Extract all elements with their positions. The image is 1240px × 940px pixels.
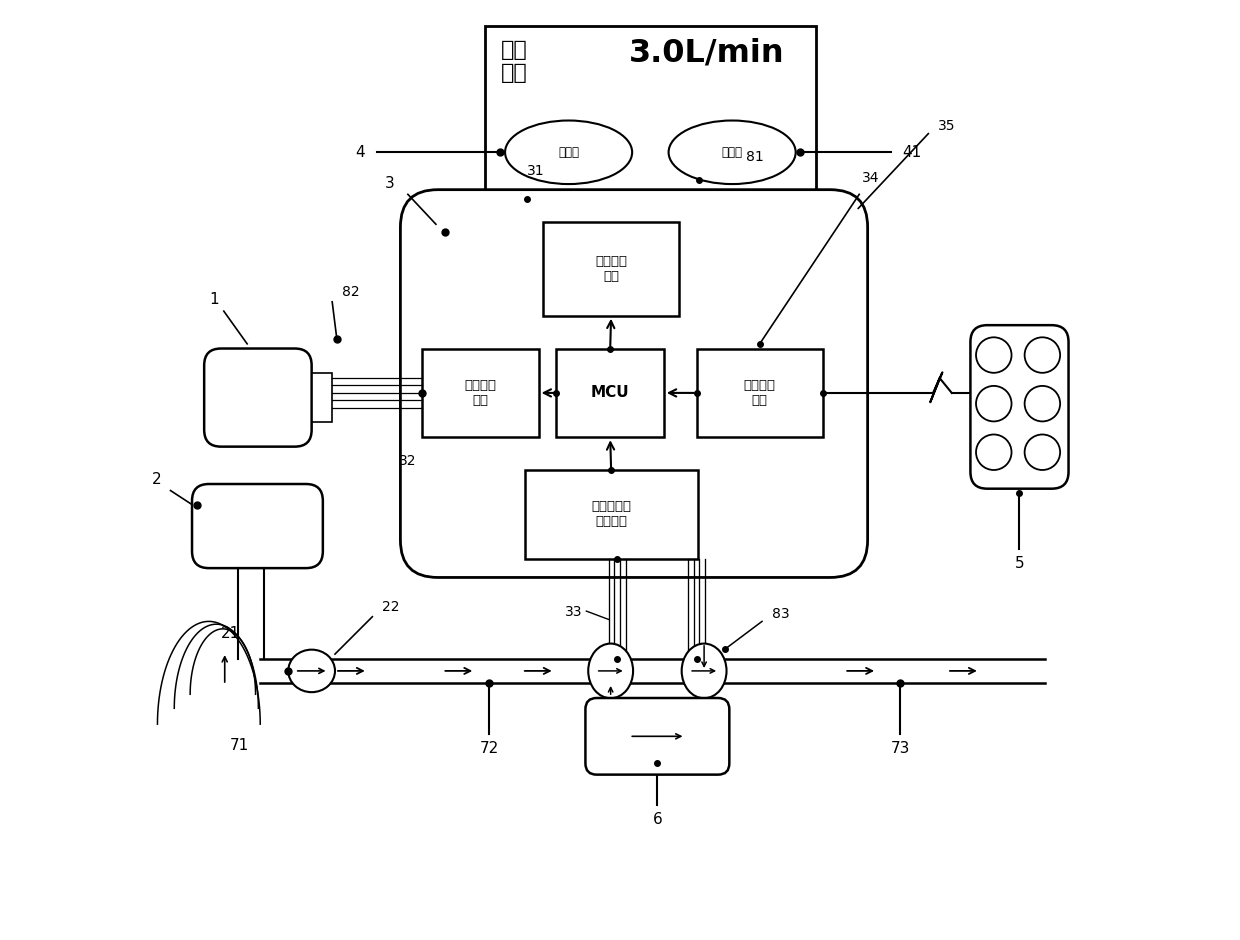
Text: 显示驱动
模块: 显示驱动 模块	[595, 255, 627, 283]
Circle shape	[1024, 337, 1060, 373]
Ellipse shape	[668, 120, 796, 184]
Text: 31: 31	[527, 164, 544, 178]
Circle shape	[976, 386, 1012, 421]
Ellipse shape	[588, 644, 634, 698]
Text: 32: 32	[399, 454, 417, 468]
Circle shape	[1024, 434, 1060, 470]
Text: 41: 41	[901, 145, 921, 160]
Bar	[311, 373, 332, 422]
Bar	[543, 223, 678, 316]
Circle shape	[1024, 386, 1060, 421]
Bar	[485, 26, 816, 190]
Text: 1: 1	[210, 292, 219, 307]
Text: 71: 71	[229, 738, 249, 753]
Text: 流量加: 流量加	[558, 146, 579, 159]
Ellipse shape	[505, 120, 632, 184]
Text: 3.0L/min: 3.0L/min	[630, 38, 785, 69]
Text: 73: 73	[890, 741, 910, 756]
Text: 流量减: 流量减	[722, 146, 743, 159]
Text: 33: 33	[564, 605, 582, 619]
Text: 红外接口
模块: 红外接口 模块	[744, 379, 776, 407]
Ellipse shape	[682, 644, 727, 698]
Circle shape	[976, 434, 1012, 470]
Text: 83: 83	[773, 607, 790, 621]
Text: 氧气
流量: 氧气 流量	[501, 40, 528, 84]
Circle shape	[976, 337, 1012, 373]
Bar	[525, 470, 698, 558]
Text: 21: 21	[221, 626, 239, 641]
Text: 6: 6	[652, 812, 662, 827]
Text: 3: 3	[384, 176, 394, 191]
Text: 22: 22	[382, 601, 399, 615]
Text: 传感器通信
接口模块: 传感器通信 接口模块	[591, 500, 631, 528]
Text: 82: 82	[342, 286, 360, 300]
Text: 81: 81	[746, 150, 764, 164]
FancyBboxPatch shape	[401, 190, 868, 577]
Text: 34: 34	[862, 171, 879, 185]
Text: 4: 4	[356, 145, 365, 160]
Text: 电机驱动
模块: 电机驱动 模块	[464, 379, 496, 407]
Bar	[422, 349, 538, 437]
Text: 35: 35	[939, 119, 956, 133]
Ellipse shape	[288, 650, 335, 692]
FancyBboxPatch shape	[971, 325, 1069, 489]
Text: MCU: MCU	[591, 385, 630, 400]
Bar	[557, 349, 663, 437]
FancyBboxPatch shape	[205, 349, 311, 446]
FancyBboxPatch shape	[585, 698, 729, 775]
FancyBboxPatch shape	[192, 484, 322, 568]
Text: 2: 2	[151, 472, 161, 487]
Text: 5: 5	[1014, 556, 1024, 571]
Bar	[697, 349, 823, 437]
Text: 72: 72	[480, 741, 498, 756]
